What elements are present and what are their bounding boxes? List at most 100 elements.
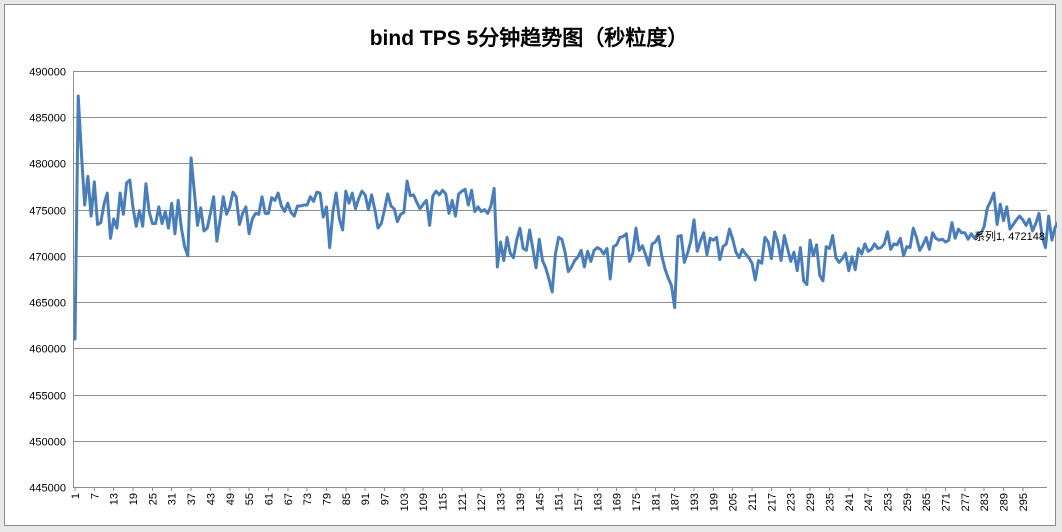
data-point [387,193,389,195]
data-point [235,196,237,198]
x-tick-label: 205 [728,493,740,511]
y-axis-tick-labels: 445000 450000 455000 460000 465000 470000 4750… [29,67,66,495]
data-point [516,239,518,241]
data-point [142,225,144,227]
data-point [890,248,892,251]
data-point [967,238,969,240]
data-point [277,192,279,194]
data-point [686,252,689,254]
data-point [944,241,947,243]
data-point [635,227,637,229]
data-point [948,239,950,241]
data-point [216,240,218,242]
data-point [616,244,618,246]
data-point [222,196,224,198]
data-point [187,255,189,257]
data-point [899,237,901,239]
data-point [519,227,521,229]
data-point [483,209,486,211]
data-point [74,338,76,340]
data-point [116,227,118,229]
data-point [706,254,708,256]
data-point [612,246,615,248]
data-point [293,215,295,217]
data-point [554,253,556,255]
data-point [109,237,112,239]
data-point [541,259,544,262]
data-point [77,95,79,97]
data-point [248,233,250,235]
x-tick-label: 79 [321,493,333,505]
data-point [745,253,747,255]
data-point [983,225,985,227]
data-point [603,253,605,255]
x-tick-label: 133 [496,493,508,511]
data-point [725,243,727,245]
x-tick-label: 241 [844,493,856,511]
data-point [767,241,769,243]
data-point [351,192,353,194]
data-point [209,212,212,214]
series-layer [73,94,1057,341]
x-tick-label: 127 [476,493,488,511]
data-point [300,205,302,207]
data-point [696,250,698,252]
data-point [122,213,124,215]
data-point [577,256,579,258]
data-point [503,259,505,262]
y-tick-label: 450000 [29,437,66,449]
data-point [848,270,850,272]
data-point [857,247,860,250]
x-tick-label: 199 [708,493,720,511]
data-point [119,192,121,194]
data-point [164,210,166,213]
data-point [819,274,821,276]
data-point [861,253,863,255]
data-point [174,233,176,235]
chart-area: bind TPS 5分钟趋势图（秒粒度） 445000 450000 455000 4… [4,4,1057,526]
x-tick-label: 217 [766,493,778,511]
data-point [480,210,482,213]
data-point [461,190,463,192]
data-point [1041,235,1043,238]
data-point [396,221,399,223]
data-point [880,246,882,249]
data-point [316,191,318,193]
data-point [1022,219,1024,221]
data-point [490,205,492,207]
data-point [322,216,324,218]
data-point [254,212,257,214]
data-point [596,246,598,249]
data-point [451,199,453,202]
data-point [303,204,305,206]
data-point [1035,222,1037,225]
data-point [832,234,834,237]
data-point [354,208,357,210]
y-tick-label: 480000 [29,159,66,171]
data-point [342,229,344,231]
data-point [561,238,563,240]
data-point [641,245,644,247]
data-point [977,233,979,235]
data-point [403,211,405,214]
data-point [896,244,898,246]
data-point [883,243,885,245]
data-point [332,210,334,213]
y-tick-label: 475000 [29,206,66,218]
data-point [651,243,653,245]
data-point [1015,219,1018,221]
data-point [238,223,241,226]
data-point [715,236,718,238]
data-point [664,268,666,270]
data-point [915,236,918,238]
x-tick-label: 1 [70,493,82,499]
data-point [80,153,83,155]
data-point [699,240,702,242]
data-point [790,260,792,263]
x-tick-label: 247 [863,493,875,511]
data-point [583,266,586,268]
chart-title: bind TPS 5分钟趋势图（秒粒度） [370,26,689,50]
data-point [548,278,550,280]
data-point [325,206,328,208]
x-tick-label: 289 [999,493,1011,511]
